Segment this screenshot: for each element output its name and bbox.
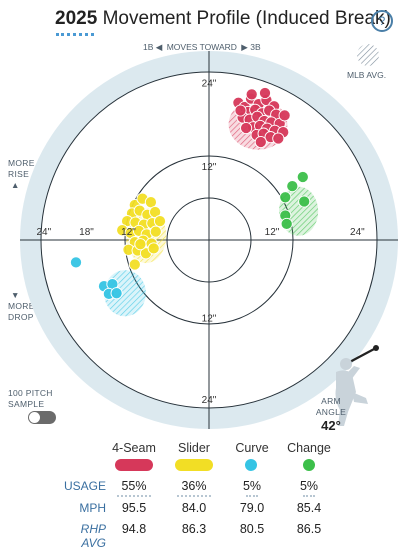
ring-label-left-24: 24" <box>36 227 51 238</box>
pitch-name-curve: Curve <box>235 441 269 455</box>
change-pitch-point <box>296 170 309 184</box>
title-underline <box>56 33 94 36</box>
ring-label-left-18: 18" <box>79 227 94 238</box>
title-text: Movement Profile (Induced Break) <box>102 8 391 29</box>
arm-angle-value: 42° <box>321 418 341 433</box>
ring-label-left-12: 12" <box>121 227 136 238</box>
usage-fourseam: 55% <box>121 479 147 493</box>
more-rise-line2: RISE <box>8 169 30 179</box>
mph-curve: 79.0 <box>239 501 265 515</box>
up-arrow-icon: ▲ <box>11 180 20 190</box>
change-swatch <box>303 459 315 471</box>
usage-change-bar <box>303 495 315 497</box>
pitch-name-change: Change <box>287 441 331 455</box>
ring-label-bottom-12: 12" <box>202 314 217 325</box>
ring-label-top-12: 12" <box>202 162 217 173</box>
direction-label: 1B ◀ MOVES TOWARD ▶ 3B <box>143 42 261 53</box>
4-seam-pitch-point <box>254 135 267 149</box>
usage-change: 5% <box>299 479 319 493</box>
title-year: 2025 <box>55 8 98 29</box>
4-seam-pitch-point <box>234 104 247 117</box>
slider-swatch <box>175 459 213 471</box>
rhp-avg-change: 86.5 <box>296 522 322 536</box>
more-drop-line2: DROP <box>8 312 34 322</box>
usage-slider: 36% <box>181 479 207 493</box>
mph-fourseam: 95.5 <box>121 501 147 515</box>
more-drop-line1: MORE <box>8 301 35 311</box>
mlb-avg-label: MLB AVG. <box>347 70 387 80</box>
change-pitch-point <box>280 217 293 230</box>
rhp-avg-curve: 80.5 <box>239 522 265 536</box>
4-seam-pitch-point <box>272 132 285 145</box>
sample-line2: SAMPLE <box>8 399 45 409</box>
direction-right: 3B <box>250 42 261 52</box>
mph-change: 85.4 <box>296 501 322 515</box>
fourseam-swatch <box>115 459 153 471</box>
slider-pitch-point <box>147 242 160 255</box>
toggle-knob <box>29 412 40 423</box>
usage-fourseam-bar <box>117 495 151 497</box>
sample-line1: 100 PITCH <box>8 388 53 398</box>
page-title: 2025 Movement Profile (Induced Break) <box>55 8 391 30</box>
usage-curve-bar <box>246 495 258 497</box>
slider-pitch-point <box>128 258 141 271</box>
row-label-mph: MPH <box>79 501 106 515</box>
right-arrow-icon: ▶ <box>241 42 248 52</box>
more-rise-label: MORE RISE ▲ <box>8 158 35 191</box>
left-arrow-icon: ◀ <box>155 42 163 52</box>
4-seam-pitch-point <box>258 86 272 100</box>
usage-slider-bar <box>177 495 211 497</box>
slider-pitch-point <box>153 215 167 228</box>
down-arrow-icon: ▼ <box>11 290 20 300</box>
sample-toggle-label: 100 PITCH SAMPLE <box>8 388 53 410</box>
row-label-rhp-avg: RHP AVG <box>80 522 106 550</box>
change-pitch-point <box>279 191 292 204</box>
usage-curve: 5% <box>242 479 262 493</box>
pitch-name-fourseam: 4-Seam <box>112 441 156 455</box>
ring-label-bottom-24: 24" <box>202 395 217 406</box>
sample-toggle-switch[interactable] <box>28 411 56 424</box>
4-seam-pitch-point <box>240 121 253 135</box>
direction-left: 1B <box>143 42 154 52</box>
more-drop-label: ▼ MORE DROP <box>8 290 35 323</box>
more-rise-line1: MORE <box>8 158 35 168</box>
ring-label-right-24: 24" <box>350 227 365 238</box>
pitch-name-slider: Slider <box>178 441 210 455</box>
4-seam-pitch-point <box>245 88 258 101</box>
slider-pitch-point <box>149 225 162 238</box>
mph-slider: 84.0 <box>181 501 207 515</box>
ring-label-top-24: 24" <box>202 79 217 90</box>
curve-pitch-point <box>69 256 83 269</box>
arm-angle-line2: ANGLE <box>315 407 347 417</box>
row-label-usage: USAGE <box>63 479 106 493</box>
4-seam-pitch-point <box>278 109 291 122</box>
rhp-avg-slider: 86.3 <box>181 522 207 536</box>
curve-pitch-point <box>110 287 123 300</box>
change-pitch-point <box>286 180 299 193</box>
arm-angle-label: ARM ANGLE <box>314 396 348 418</box>
ring-label-right-12: 12" <box>265 227 280 238</box>
slider-pitch-point <box>134 238 147 251</box>
curve-swatch <box>245 459 257 471</box>
direction-text: MOVES TOWARD <box>166 42 237 52</box>
change-pitch-point <box>298 195 311 208</box>
help-icon[interactable]: ? <box>371 10 393 32</box>
arm-angle-line1: ARM <box>321 396 341 406</box>
rhp-avg-fourseam: 94.8 <box>121 522 147 536</box>
